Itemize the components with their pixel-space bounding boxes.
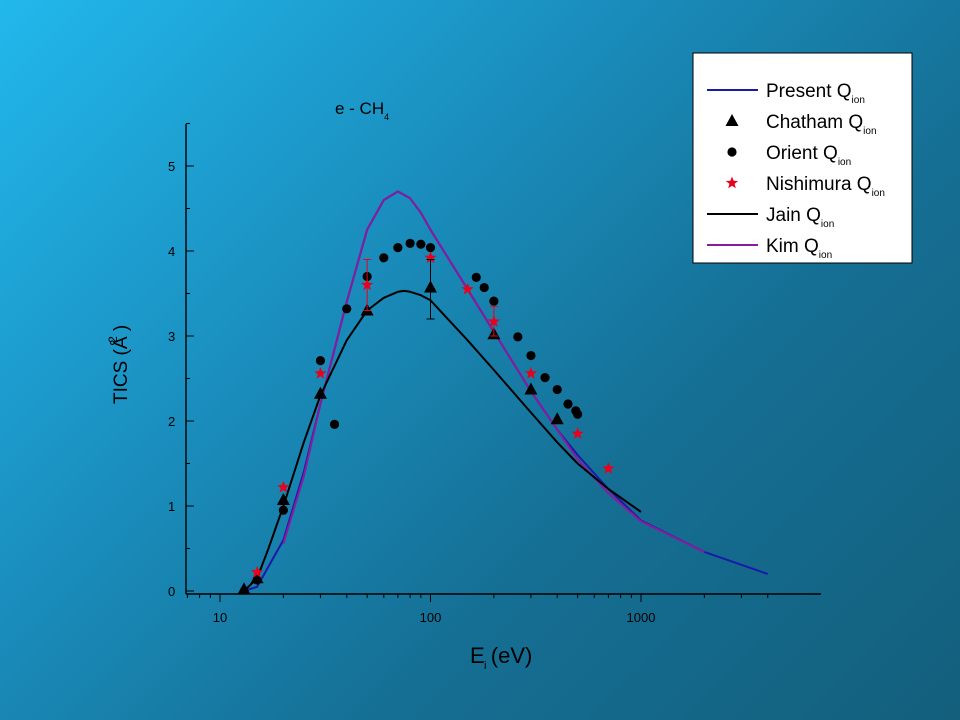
data-point-orient-q — [513, 332, 523, 342]
data-point-orient-q — [342, 304, 352, 314]
marker-layer — [237, 238, 615, 595]
y-tick-label: 2 — [168, 414, 175, 429]
data-point-orient-q — [489, 296, 499, 306]
data-point-nishimura-q — [277, 480, 290, 493]
data-point-orient-q — [563, 399, 573, 409]
data-point-orient-q — [425, 243, 436, 253]
legend: Present Qion Chatham Qion Orient Qion Nishi… — [692, 52, 913, 264]
x-tick-label: 1000 — [627, 610, 656, 625]
data-point-chatham-q — [276, 493, 290, 506]
data-point-chatham-q — [313, 386, 327, 399]
data-point-orient-q — [329, 419, 340, 429]
legend-entry: Chatham Qion — [725, 112, 877, 137]
data-point-orient-q — [379, 253, 389, 263]
data-point-chatham-q — [550, 412, 564, 425]
legend-label-sub: ion — [863, 126, 876, 137]
data-point-orient-q — [573, 409, 583, 419]
x-tick-label: 100 — [420, 610, 442, 625]
data-point-orient-q — [416, 239, 426, 249]
data-point-orient-q — [405, 238, 415, 248]
data-point-chatham-q — [237, 582, 251, 595]
legend-entry: Present Qion — [707, 81, 865, 106]
error-bar — [489, 305, 498, 337]
chart-title: e - CH4 — [335, 99, 389, 122]
data-point-nishimura-q — [250, 565, 264, 578]
data-point-nishimura-q — [461, 282, 474, 295]
y-tick-label: 0 — [168, 584, 175, 599]
legend-label: Chatham Qion — [766, 112, 877, 137]
y-tick-label: 4 — [168, 244, 175, 259]
x-axis-label: E (eV) — [470, 643, 532, 668]
y-ticks: 0 1 2 3 4 5 — [168, 123, 194, 599]
data-point-orient-q — [540, 373, 550, 383]
legend-items: Present Qion Chatham Qion Orient Qion Nishi… — [707, 81, 885, 261]
data-point-nishimura-q — [602, 462, 615, 474]
legend-label: Present Qion — [766, 81, 865, 106]
x-ticks: 10 100 1000 — [186, 594, 769, 625]
data-point-orient-q — [552, 384, 562, 395]
legend-label-sub: ion — [852, 95, 865, 106]
legend-entry: Nishimura Qion — [725, 174, 885, 199]
y-tick-label: 5 — [168, 159, 175, 174]
legend-label-sub: ion — [819, 250, 832, 261]
legend-label: Nishimura Qion — [766, 174, 885, 199]
legend-label: Orient Qion — [766, 143, 851, 168]
data-point-nishimura-q — [314, 366, 327, 379]
y-tick-label: 3 — [168, 329, 175, 344]
error-bar — [363, 259, 372, 311]
x-tick-label: 10 — [213, 610, 227, 625]
data-point-orient-q — [252, 575, 262, 585]
y-axis-label: TICS (Å )2 — [106, 325, 132, 404]
data-point-nishimura-q — [524, 366, 538, 379]
data-point-nishimura-q — [571, 427, 584, 439]
error-bar — [426, 259, 435, 320]
legend-box — [692, 52, 913, 264]
data-point-nishimura-q — [424, 251, 437, 264]
series-line-jain-q — [243, 289, 642, 592]
data-point-orient-q — [278, 505, 288, 515]
legend-swatch-triangle — [725, 114, 739, 126]
legend-swatch-star — [725, 176, 739, 189]
data-point-chatham-q — [524, 382, 538, 395]
data-point-orient-q — [393, 243, 403, 253]
x-axis-label-sub: i — [484, 660, 486, 672]
legend-entry: Orient Qion — [727, 143, 851, 168]
legend-label-sub: ion — [821, 219, 834, 230]
legend-label-sub: ion — [838, 157, 851, 168]
legend-label-sub: ion — [872, 188, 885, 199]
legend-swatch-circle — [727, 147, 737, 157]
series-layer — [243, 190, 769, 592]
data-point-orient-q — [526, 350, 536, 361]
data-point-orient-q — [471, 272, 481, 282]
series-line-kim-q — [282, 190, 705, 553]
axes — [185, 124, 821, 595]
y-tick-label: 1 — [168, 499, 175, 514]
data-point-orient-q — [315, 356, 326, 366]
data-point-orient-q — [479, 282, 489, 293]
